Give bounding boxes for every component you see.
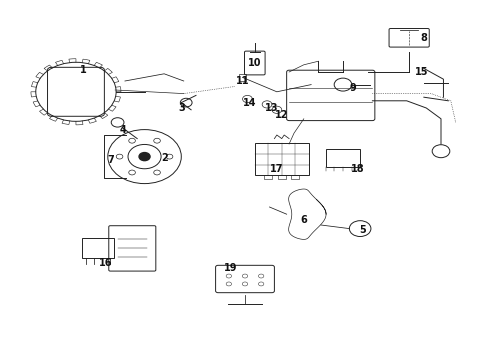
- Text: 4: 4: [119, 125, 126, 135]
- Bar: [255, 143, 309, 175]
- Bar: [265, 175, 272, 179]
- Bar: [326, 149, 360, 167]
- Text: 9: 9: [349, 83, 356, 93]
- Text: 11: 11: [236, 76, 249, 86]
- Text: 5: 5: [359, 225, 366, 235]
- Text: 7: 7: [107, 155, 114, 165]
- Text: 15: 15: [415, 67, 428, 77]
- Bar: [291, 175, 299, 179]
- Text: 16: 16: [98, 258, 112, 268]
- Text: 17: 17: [270, 164, 284, 174]
- Bar: [278, 175, 286, 179]
- Text: 1: 1: [80, 65, 87, 75]
- Text: 18: 18: [351, 164, 365, 174]
- Text: 8: 8: [420, 33, 427, 43]
- Text: 10: 10: [248, 58, 262, 68]
- Bar: [239, 74, 246, 81]
- Text: 2: 2: [161, 153, 168, 163]
- Bar: [82, 238, 114, 258]
- Text: 19: 19: [223, 263, 237, 273]
- Text: 13: 13: [265, 103, 279, 113]
- Text: 14: 14: [243, 98, 257, 108]
- Text: 3: 3: [178, 103, 185, 113]
- Text: 12: 12: [275, 110, 289, 120]
- Text: 6: 6: [300, 215, 307, 225]
- Circle shape: [139, 153, 150, 161]
